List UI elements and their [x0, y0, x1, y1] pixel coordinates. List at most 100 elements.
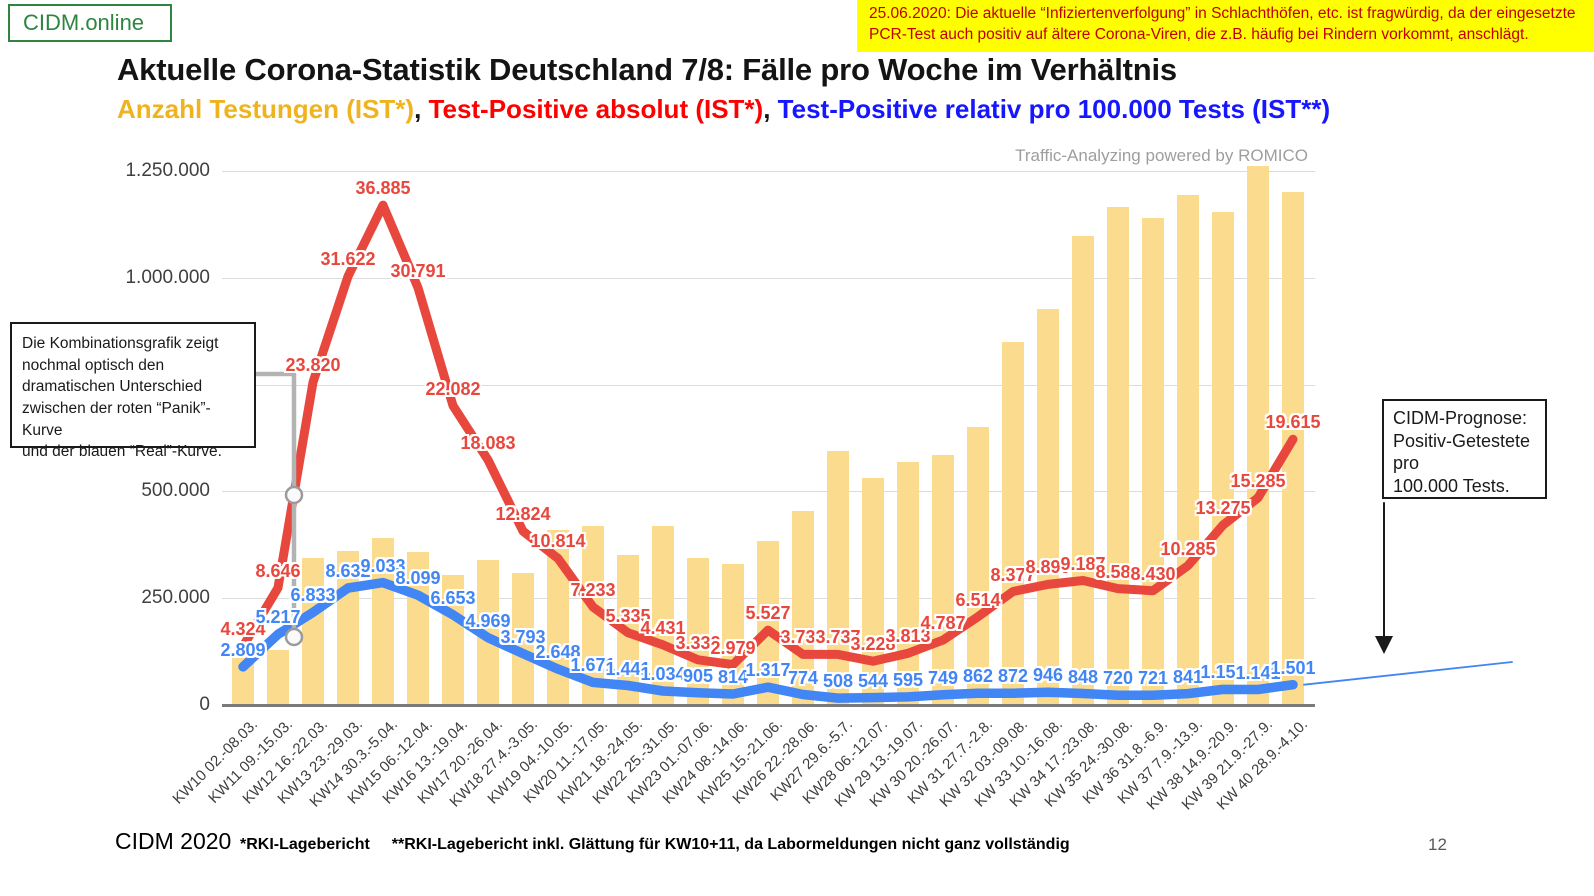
annotation-box-left: Die Kombinationsgrafik zeigt nochmal opt…: [10, 322, 256, 460]
legend-subtitle: Anzahl Testungen (IST*), Test-Positive a…: [117, 94, 1330, 125]
positives-absolute-value-label: 22.082: [425, 378, 481, 399]
positives-relative-value-label: 848: [1067, 666, 1099, 687]
test-count-bar: [547, 529, 569, 705]
positives-absolute-value-label: 3.813: [885, 626, 931, 647]
positives-absolute-value-label: 3.228: [850, 634, 896, 655]
positives-absolute-value-label: 8.430: [1130, 563, 1176, 584]
positives-absolute-value-label: 5.335: [605, 605, 651, 626]
positives-absolute-value-label: 18.083: [460, 432, 516, 453]
page-title: Aktuelle Corona-Statistik Deutschland 7/…: [117, 52, 1177, 87]
footnote-2: **RKI-Lagebericht inkl. Glättung für KW1…: [391, 836, 1070, 853]
positives-relative-value-label: 720: [1102, 668, 1134, 689]
y-tick-label: 250.000: [141, 587, 210, 608]
positives-relative-value-label: 1.034: [640, 664, 686, 684]
test-count-bar: [1247, 165, 1269, 705]
positives-relative-value-label: 4.969: [465, 610, 511, 631]
positives-relative-value-label: 1.441: [605, 658, 651, 679]
footer-footnotes: *RKI-Lagebericht **RKI-Lagebericht inkl. …: [240, 836, 1092, 854]
positives-absolute-value-label: 5.527: [745, 603, 791, 624]
positives-relative-value-label: 5.217: [255, 607, 301, 628]
positives-relative-value-label: 862: [962, 666, 994, 687]
positives-relative-value-label: 2.648: [535, 642, 581, 663]
positives-absolute-value-label: 19.615: [1265, 412, 1321, 433]
positives-relative-value-label: 814: [717, 667, 749, 687]
positives-relative-value-label: 1.317: [745, 660, 791, 681]
test-count-bar: [1177, 194, 1199, 705]
positives-relative-value-label: 872: [997, 666, 1029, 687]
footer-brand: CIDM 2020: [115, 828, 232, 854]
positives-relative-value-label: 2.809: [220, 639, 266, 660]
positives-absolute-value-label: 6.514: [955, 589, 1001, 610]
test-count-bar: [1142, 218, 1164, 705]
positives-relative-value-label: 841: [1172, 666, 1204, 687]
positives-absolute-value-label: 8.899: [1025, 557, 1071, 578]
positives-relative-value-label: 8.632: [325, 561, 371, 581]
positives-relative-value-label: 9.033: [360, 555, 406, 576]
positives-relative-value-label: 905: [682, 665, 714, 686]
positives-relative-value-label: 8.099: [395, 568, 441, 589]
positives-absolute-value-label: 3.737: [815, 627, 861, 648]
positives-relative-value-label: 721: [1137, 668, 1169, 689]
legend-positive-absolute-label: Test-Positive absolut (IST*): [428, 94, 764, 124]
positives-absolute-value-label: 13.275: [1195, 498, 1251, 519]
legend-positive-relative-label: Test-Positive relativ pro 100.000 Tests …: [777, 94, 1331, 124]
test-count-bar: [1282, 192, 1304, 705]
x-axis-line: [222, 704, 1315, 707]
positives-relative-value-label: 1.501: [1270, 657, 1316, 678]
test-count-bar: [1107, 207, 1129, 705]
positives-absolute-value-label: 10.285: [1160, 538, 1216, 559]
cidm-logo: CIDM.online: [8, 4, 172, 42]
positives-absolute-value-label: 9.187: [1060, 553, 1106, 574]
positives-relative-value-label: 1.671: [570, 655, 616, 676]
positives-relative-value-label: 3.793: [500, 626, 546, 647]
test-count-bar: [1212, 211, 1234, 705]
y-tick-label: 1.000.000: [125, 267, 210, 288]
separator: ,: [414, 94, 429, 124]
positives-absolute-value-label: 3.332: [675, 632, 721, 653]
y-tick-label: 1.250.000: [125, 160, 210, 181]
y-tick-label: 500.000: [141, 480, 210, 501]
gridline: [222, 171, 1315, 172]
logo-text: CIDM.online: [23, 10, 145, 35]
positives-absolute-value-label: 30.791: [390, 260, 446, 281]
banner-text: 25.06.2020: Die aktuelle “Infiziertenver…: [869, 5, 1576, 43]
positives-absolute-value-label: 8.377: [990, 564, 1036, 585]
smoothing-circle-marker: [284, 485, 304, 505]
romico-watermark: Traffic-Analyzing powered by ROMICO: [1015, 146, 1308, 165]
positives-absolute-value-label: 15.285: [1230, 470, 1286, 491]
separator: ,: [763, 94, 778, 124]
positives-absolute-value-label: 8.646: [255, 560, 301, 581]
positives-absolute-value-label: 4.324: [220, 619, 266, 640]
positives-absolute-value-label: 7.233: [570, 580, 616, 600]
positives-relative-value-label: 749: [927, 667, 959, 688]
legend-tests-label: Anzahl Testungen (IST*): [117, 94, 415, 124]
test-count-bar: [1002, 341, 1024, 705]
test-count-bar: [1037, 309, 1059, 705]
annotation-box-prognose: CIDM-Prognose: Positiv-Getestete pro 100…: [1382, 399, 1547, 499]
positives-absolute-value-label: 4.787: [920, 613, 966, 634]
page-number: 12: [1428, 835, 1447, 854]
positives-relative-value-label: 6.653: [430, 587, 476, 608]
positives-relative-value-label: 508: [822, 671, 854, 692]
positives-relative-value-label: 544: [857, 670, 889, 691]
positives-absolute-value-label: 4.431: [640, 617, 686, 638]
positives-absolute-value-label: 10.814: [530, 531, 586, 552]
warning-banner: 25.06.2020: Die aktuelle “Infiziertenver…: [857, 0, 1594, 52]
positives-relative-value-label: 946: [1032, 665, 1064, 686]
positives-relative-value-label: 1.141: [1235, 662, 1281, 683]
positives-absolute-value-label: 2.979: [710, 637, 756, 658]
positives-absolute-value-label: 36.885: [355, 178, 411, 199]
positives-absolute-value-label: 8.588: [1095, 561, 1141, 582]
positives-relative-value-label: 6.833: [290, 585, 336, 606]
positives-absolute-value-label: 3.733: [780, 627, 826, 648]
positives-absolute-value-label: 12.824: [495, 504, 551, 525]
y-tick-label: 0: [199, 694, 210, 715]
footnote-1: *RKI-Lagebericht: [240, 836, 370, 853]
positives-absolute-value-label: 23.820: [285, 355, 341, 376]
positives-absolute-value-label: 31.622: [320, 249, 376, 270]
test-count-bar: [1072, 235, 1094, 705]
positives-relative-value-label: 1.151: [1200, 662, 1246, 683]
positives-relative-value-label: 595: [892, 669, 924, 690]
positives-relative-value-label: 774: [787, 667, 819, 688]
